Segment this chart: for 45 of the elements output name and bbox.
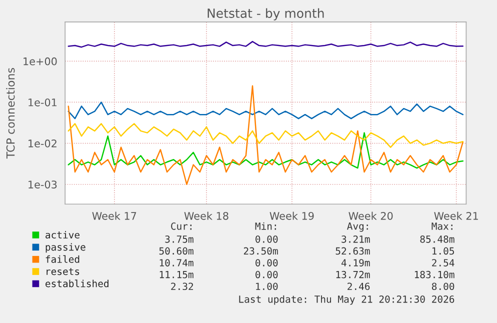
text: 4.19m — [341, 259, 370, 266]
x-tick-label: Week 17 — [92, 212, 136, 220]
text: 1.05 — [432, 247, 454, 255]
text: Max: — [432, 222, 452, 230]
x-tick-label: Week 19 — [270, 212, 314, 220]
text: Min: — [255, 222, 276, 230]
line-series — [68, 85, 464, 185]
line-series — [68, 123, 464, 148]
text: 2.32 — [171, 282, 194, 290]
legend-label: passive — [46, 243, 86, 253]
text: 50.60m — [159, 247, 194, 255]
text: 3.75m — [165, 235, 194, 243]
y-axis-title: TCP connections — [6, 68, 15, 159]
text: 11.15m — [160, 271, 194, 278]
legend-label: active — [46, 230, 80, 239]
text: 23.50m — [244, 247, 278, 255]
text: 183.10m — [414, 270, 454, 278]
y-tick-label: 1e-03 — [28, 180, 57, 188]
text: 2.54 — [432, 259, 454, 266]
text: Avg: — [347, 222, 368, 232]
legend-label: failed — [46, 255, 80, 263]
text: 10.74m — [160, 259, 194, 266]
chart-title: Netstat - by month — [208, 8, 324, 20]
text: 2.46 — [348, 282, 370, 290]
text: 85.48m — [420, 235, 454, 243]
x-tick-label: Week 21 — [434, 212, 478, 220]
y-tick-label: 1e+00 — [24, 57, 57, 66]
text: 3.21m — [342, 235, 370, 243]
text: 0.00 — [256, 270, 278, 278]
text: Cur: — [171, 222, 192, 230]
text: 1.00 — [256, 282, 278, 290]
text: 52.63m — [336, 247, 370, 255]
text: 0.00 — [256, 235, 278, 243]
y-tick-label: 1e-01 — [28, 98, 57, 106]
y-tick-label: 1e-02 — [28, 140, 56, 148]
text: 13.72m — [336, 270, 370, 278]
text: Last update: Thu May 21 20:21:30 2026 — [239, 295, 454, 305]
text: 0.00 — [256, 259, 278, 266]
legend-label: resets — [46, 268, 80, 276]
text: 8.00 — [432, 282, 454, 290]
x-tick-label: Week 20 — [348, 212, 393, 220]
line-series — [68, 102, 464, 120]
line-series — [68, 132, 464, 169]
legend-label: established — [46, 280, 108, 288]
x-tick-label: Week 18 — [184, 212, 228, 220]
